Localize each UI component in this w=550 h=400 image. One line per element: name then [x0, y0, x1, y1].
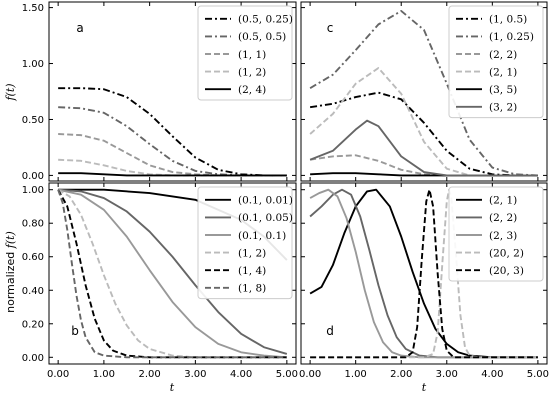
- x-tick-label: 3.00: [436, 369, 458, 380]
- series-group: [58, 87, 287, 177]
- series-line-1: [58, 87, 287, 177]
- panel-letter: d: [326, 324, 334, 338]
- legend-label: (2, 3): [489, 230, 517, 242]
- x-axis-title-left: t: [170, 381, 175, 394]
- y-tick-label: 1.50: [22, 3, 44, 14]
- x-tick-label: 5.00: [527, 369, 549, 380]
- series-line-1: [309, 91, 538, 177]
- y-tick-label: 0.00: [22, 353, 44, 364]
- legend-label: (0.1, 0.1): [238, 230, 286, 242]
- series-line-4: [309, 67, 538, 177]
- x-tick-label: 4.00: [481, 369, 503, 380]
- panel-letter: c: [327, 21, 334, 35]
- legend-label: (2, 2): [489, 212, 517, 224]
- ylabel-top: f(t): [4, 83, 17, 101]
- panels: 0.00 0.50 1.00 1.50 a (0.5, 0.25) (0.5, 0.5) (1…: [22, 1, 549, 380]
- legend-label: (1, 1): [238, 49, 266, 61]
- xlabel-right: t: [422, 381, 427, 394]
- x-tick-label: 0.00: [299, 369, 321, 380]
- y-tick-label: 0.40: [22, 286, 44, 297]
- y-tick-label: 0.00: [22, 171, 44, 182]
- legend-label: (0.5, 0.5): [238, 31, 286, 43]
- series-line-5: [58, 172, 287, 177]
- series-line-2: [58, 188, 288, 355]
- ylabel-bottom-prefix: normalized: [4, 252, 17, 313]
- series-line-4: [58, 158, 287, 177]
- x-axis-title-right: t: [422, 381, 427, 394]
- plot-frame: [300, 182, 548, 365]
- y-tick-label: 0.80: [22, 219, 44, 230]
- legend: (1, 0.5) (1, 0.25) (2, 2) (2, 1) (3, 5) (3, 2…: [448, 5, 544, 119]
- legend-label: (1, 2): [238, 66, 266, 78]
- series-line-3: [57, 188, 287, 359]
- series-line-1: [309, 188, 538, 359]
- legend-label: (0.1, 0.01): [238, 195, 293, 207]
- y-tick-label: 1.00: [22, 59, 44, 70]
- x-tick-label: 2.00: [390, 369, 412, 380]
- legend-label: (20, 2): [489, 247, 524, 259]
- x-tick-label: 0.00: [47, 369, 69, 380]
- series-line-5: [310, 188, 538, 359]
- plot-frame: [48, 182, 297, 365]
- panel-letter: b: [71, 324, 79, 338]
- legend-label: (1, 4): [238, 265, 266, 277]
- series-line-5: [310, 172, 538, 177]
- legend-label: (2, 1): [489, 66, 517, 78]
- legend-label: (0.5, 0.25): [238, 14, 293, 26]
- y-tick-label: 0.20: [22, 319, 44, 330]
- x-tick-label: 3.00: [184, 369, 206, 380]
- legend-label: (1, 2): [238, 247, 266, 259]
- legend-label: (20, 3): [489, 265, 524, 277]
- series-line-6: [309, 119, 538, 177]
- x-tick-label: 1.00: [93, 369, 115, 380]
- x-tick-label: 5.00: [276, 369, 298, 380]
- panel-b: 0.00 0.20 0.40 0.60 0.80 1.00 0.00 1.00 2.00 3.00…: [22, 182, 298, 380]
- legend-label: (3, 2): [489, 102, 517, 114]
- legend-box: [197, 5, 293, 101]
- panel-c: c (1, 0.5) (1, 0.25) (2, 2) (2, 1) (3, 5) (3, …: [300, 1, 548, 182]
- legend-box: [197, 186, 293, 300]
- legend-label: (2, 4): [238, 84, 266, 96]
- series-line-4: [57, 188, 287, 359]
- y-tick-label: 0.50: [22, 115, 44, 126]
- ylabel-bottom: normalized f(t): [4, 231, 17, 313]
- plot-frame: [48, 1, 297, 182]
- xlabel-left: t: [170, 381, 175, 394]
- x-tick-label: 4.00: [230, 369, 252, 380]
- panel-letter: a: [76, 21, 83, 35]
- legend: (2, 1) (2, 2) (2, 3) (20, 2) (20, 3): [448, 186, 544, 282]
- legend-label: (1, 8): [238, 283, 266, 295]
- panel-a: 0.00 0.50 1.00 1.50 a (0.5, 0.25) (0.5, 0.5) (1…: [22, 1, 297, 182]
- y-axis-title-top: f(t): [4, 83, 17, 101]
- legend-label: (1, 0.5): [489, 14, 527, 26]
- legend: (0.1, 0.01) (0.1, 0.05) (0.1, 0.1) (1, 2) (1…: [197, 186, 293, 300]
- series-line-3: [58, 133, 287, 177]
- x-tick-label: 1.00: [345, 369, 367, 380]
- series-line-6: [57, 189, 287, 359]
- plot-frame: [300, 1, 548, 182]
- ylabel-bottom-func: f(t): [4, 231, 17, 249]
- legend-label: (2, 2): [489, 49, 517, 61]
- series-line-2: [309, 10, 538, 177]
- series-line-3: [309, 188, 538, 359]
- series-line-2: [58, 106, 287, 177]
- y-tick-label: 1.00: [22, 185, 44, 196]
- legend-label: (3, 5): [489, 84, 517, 96]
- series-group: [309, 10, 538, 177]
- x-tick-label: 2.00: [138, 369, 160, 380]
- panel-d: 0.00 1.00 2.00 3.00 4.00 5.00d(2, 1)(2, 2)(2,…: [299, 182, 549, 380]
- legend-box: [448, 186, 544, 282]
- y-axis-title-bottom: normalized f(t): [4, 231, 17, 313]
- legend-label: (1, 0.25): [489, 31, 534, 43]
- legend: (0.5, 0.25) (0.5, 0.5) (1, 1) (1, 2) (2, 4): [197, 5, 293, 101]
- legend-label: (2, 1): [489, 195, 517, 207]
- legend-label: (0.1, 0.05): [238, 212, 293, 224]
- y-tick-label: 0.60: [22, 252, 44, 263]
